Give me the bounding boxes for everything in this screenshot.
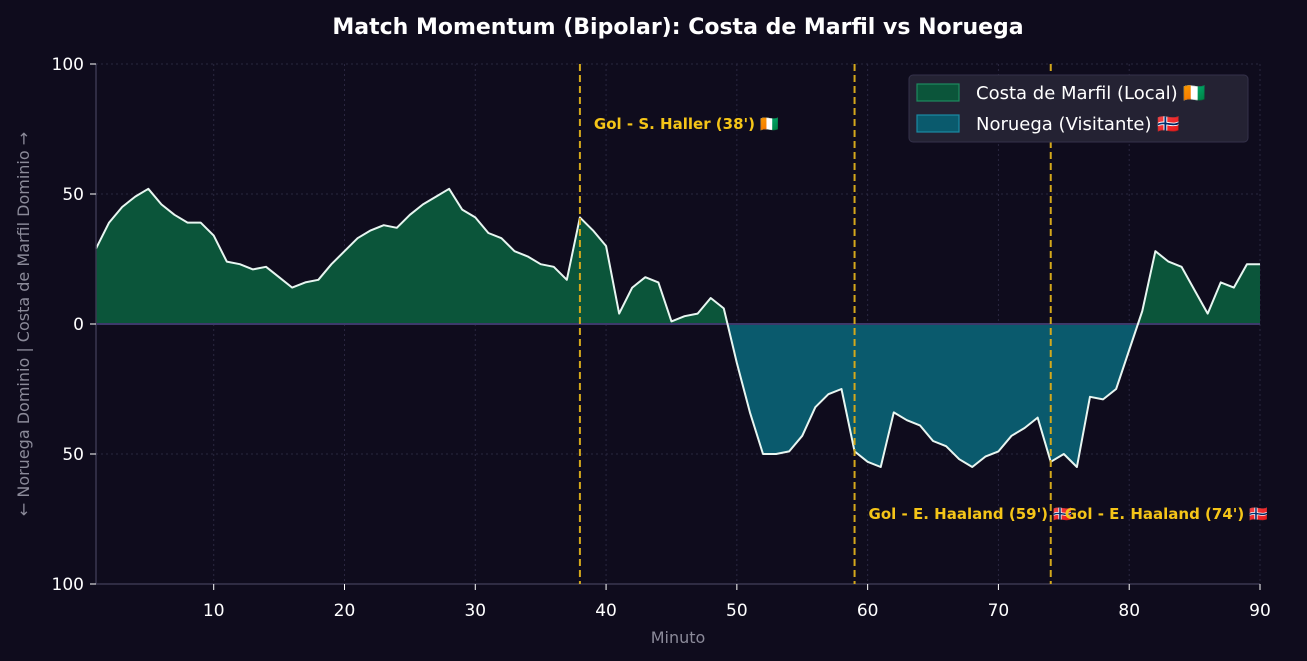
y-tick-label: 100 — [52, 575, 84, 595]
line-layer — [95, 187, 1260, 468]
chart-title: Match Momentum (Bipolar): Costa de Marfi… — [332, 15, 1023, 40]
goal-annotation: Gol - E. Haaland (74') 🇳🇴 — [1065, 505, 1269, 523]
goal-layer: Gol - S. Haller (38') 🇨🇮 Gol - E. Haaland… — [578, 64, 1269, 584]
x-tick-label: 70 — [988, 601, 1010, 621]
y-tick-label: 50 — [62, 185, 84, 205]
x-tick-label: 10 — [203, 601, 225, 621]
area-layer — [96, 188, 1260, 467]
y-axis-label: ← Noruega Dominio | Costa de Marfil Domi… — [14, 132, 33, 516]
x-tick-label: 30 — [464, 601, 486, 621]
legend-label: Costa de Marfil (Local) 🇨🇮 — [976, 83, 1206, 104]
goal-annotation: Gol - E. Haaland (59') 🇳🇴 — [869, 505, 1073, 523]
legend-label: Noruega (Visitante) 🇳🇴 — [976, 114, 1180, 135]
x-axis-label: Minuto — [651, 628, 706, 647]
legend-swatch — [916, 114, 960, 133]
y-tick-label: 0 — [73, 315, 84, 335]
y-tick-label: 50 — [62, 445, 84, 465]
y-tick-label: 100 — [52, 55, 84, 75]
away-dominance-area — [96, 324, 1260, 467]
legend: Costa de Marfil (Local) 🇨🇮 Noruega (Visit… — [908, 74, 1249, 143]
x-tick-label: 20 — [334, 601, 356, 621]
momentum-line — [95, 187, 1260, 468]
x-tick-label: 80 — [1118, 601, 1140, 621]
x-tick-label: 40 — [595, 601, 617, 621]
home-dominance-area — [96, 188, 1260, 324]
x-tick-label: 90 — [1249, 601, 1271, 621]
legend-box — [908, 74, 1249, 143]
axes-layer: 10 20 30 40 50 60 70 80 90 100 50 0 50 100 — [52, 55, 1271, 621]
legend-swatch — [916, 83, 960, 102]
x-tick-label: 50 — [726, 601, 748, 621]
x-tick-label: 60 — [857, 601, 879, 621]
goal-annotation: Gol - S. Haller (38') 🇨🇮 — [594, 115, 779, 133]
